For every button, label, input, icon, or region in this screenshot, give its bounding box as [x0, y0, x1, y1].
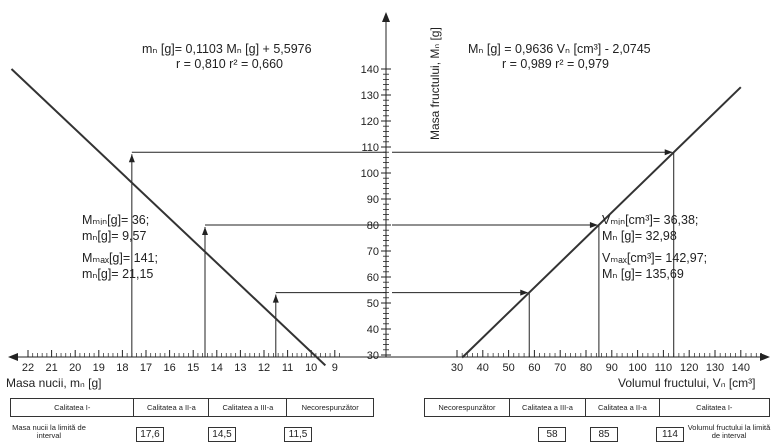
y-tick-label: 80: [367, 220, 379, 232]
y-axis-label: Masa fructului, Mₙ [g]: [428, 27, 442, 140]
y-tick-label: 100: [361, 168, 379, 180]
left-table-cell: Calitatea a III-a: [208, 398, 288, 417]
right-info-mf-min: Mₙ [g]= 32,98: [602, 229, 677, 243]
regression-lines: [10, 68, 742, 367]
y-tick-label: 140: [361, 64, 379, 76]
y-tick-label: 130: [361, 90, 379, 102]
tick-labels: 30 40 50 60 70 80 90 100 110 120 130 140 22 21 20 19 18 1…: [22, 64, 750, 374]
left-quality-table: Calitatea I- Calitatea a II-a Calitatea …: [9, 398, 374, 417]
right-quality-table: Necorespunzător Calitatea a III-a Calita…: [424, 398, 771, 417]
left-info-mmin: Mₘᵢₙ[g]= 36;: [82, 213, 150, 227]
right-x-tick-label: 50: [502, 362, 514, 374]
y-tick-label: 90: [367, 194, 379, 206]
left-table-cell: Necorespunzător: [286, 398, 374, 417]
right-info-vmin: Vₘᵢₙ[cm³]= 36,38;: [602, 213, 699, 227]
right-guide-arrow: [589, 222, 598, 228]
left-x-tick-label: 20: [69, 362, 81, 374]
left-x-tick-label: 10: [305, 362, 317, 374]
y-axis-arrow: [382, 12, 390, 22]
right-x-tick-label: 130: [706, 362, 724, 374]
y-tick-label: 120: [361, 116, 379, 128]
y-tick-label: 50: [367, 298, 379, 310]
y-tick-label: 110: [361, 142, 379, 154]
y-tick-label: 30: [367, 350, 379, 362]
right-limit-caption: Volumul fructului la limită de interval: [687, 423, 771, 440]
left-x-tick-label: 15: [187, 362, 199, 374]
guide-lines: [128, 149, 675, 357]
left-interval-info: Mₘᵢₙ[g]= 36; mₙ[g]= 9,57 Mₘₐₓ[g]= 141; m…: [82, 212, 158, 282]
right-x-tick-label: 100: [628, 362, 646, 374]
right-guide-arrow: [664, 149, 673, 156]
left-x-tick-label: 22: [22, 362, 34, 374]
right-x-tick-label: 30: [451, 362, 463, 374]
left-table-cell: Calitatea a II-a: [133, 398, 210, 417]
left-info-mmax: Mₘₐₓ[g]= 141;: [82, 251, 158, 265]
right-limit-box: 114: [656, 427, 684, 442]
right-x-tick-label: 80: [580, 362, 592, 374]
right-x-tick-label: 140: [732, 362, 750, 374]
right-table-cell: Calitatea I-: [658, 398, 771, 417]
left-limit-caption: Masa nucii la limită de interval: [12, 423, 86, 440]
right-guide-arrow: [520, 289, 529, 296]
left-x-tick-label: 19: [93, 362, 105, 374]
left-guide-arrow: [272, 294, 279, 303]
left-regression-equation: mₙ [g]= 0,1103 Mₙ [g] + 5,5976 r = 0,810…: [142, 42, 312, 72]
left-x-tick-label: 11: [282, 362, 293, 374]
right-x-tick-label: 110: [655, 362, 673, 374]
left-x-tick-label: 18: [116, 362, 128, 374]
right-info-vmax: Vₘₐₓ[cm³]= 142,97;: [602, 251, 708, 265]
right-x-tick-label: 120: [680, 362, 698, 374]
left-limit-box: 14,5: [208, 427, 236, 442]
left-x-tick-label: 14: [211, 362, 223, 374]
right-info-mf-max: Mₙ [g]= 135,69: [602, 267, 684, 281]
left-equation-line1: mₙ [g]= 0,1103 Mₙ [g] + 5,5976: [142, 42, 312, 56]
right-table-cell: Calitatea a III-a: [508, 398, 587, 417]
y-tick-label: 70: [367, 246, 379, 258]
right-regression-equation: Mₙ [g] = 0,9636 Vₙ [cm³] - 2,0745 r = 0,…: [468, 42, 651, 72]
right-interval-info: Vₘᵢₙ[cm³]= 36,38; Mₙ [g]= 32,98 Vₘₐₓ[cm³…: [602, 212, 707, 282]
left-info-mn-min: mₙ[g]= 9,57: [82, 229, 147, 243]
left-limit-box: 11,5: [284, 427, 312, 442]
left-x-tick-label: 16: [163, 362, 175, 374]
left-x-axis-label: Masa nucii, mₙ [g]: [6, 376, 102, 390]
right-table-cell: Calitatea a II-a: [585, 398, 660, 417]
left-info-mn-max: mₙ[g]= 21,15: [82, 267, 154, 281]
x-axis-left-arrow: [8, 353, 18, 361]
right-x-tick-label: 60: [528, 362, 540, 374]
axes: [8, 12, 770, 361]
left-x-tick-label: 13: [234, 362, 246, 374]
right-x-axis-label: Volumul fructului, Vₙ [cm³]: [618, 376, 756, 390]
right-equation-line2: r = 0,989 r² = 0,979: [502, 57, 610, 71]
right-equation-line1: Mₙ [g] = 0,9636 Vₙ [cm³] - 2,0745: [468, 42, 651, 56]
right-regression-line: [461, 86, 742, 359]
y-tick-label: 40: [367, 324, 379, 336]
left-x-tick-label: 21: [45, 362, 57, 374]
left-table-cell: Calitatea I-: [9, 398, 135, 417]
left-x-tick-label: 12: [258, 362, 270, 374]
right-limit-box: 58: [538, 427, 566, 442]
y-tick-label: 60: [367, 272, 379, 284]
x-axis-right-arrow: [760, 353, 770, 361]
right-limit-box: 85: [590, 427, 618, 442]
left-guide-arrow: [128, 154, 135, 163]
left-x-tick-label: 17: [140, 362, 152, 374]
left-equation-line2: r = 0,810 r² = 0,660: [176, 57, 284, 71]
right-x-tick-label: 70: [554, 362, 566, 374]
left-limit-box: 17,6: [136, 427, 164, 442]
right-x-tick-label: 40: [477, 362, 489, 374]
right-table-cell: Necorespunzător: [424, 398, 510, 417]
left-x-tick-label: 9: [332, 362, 338, 374]
right-x-tick-label: 90: [606, 362, 618, 374]
left-regression-line: [10, 68, 327, 367]
left-guide-arrow: [202, 227, 208, 235]
